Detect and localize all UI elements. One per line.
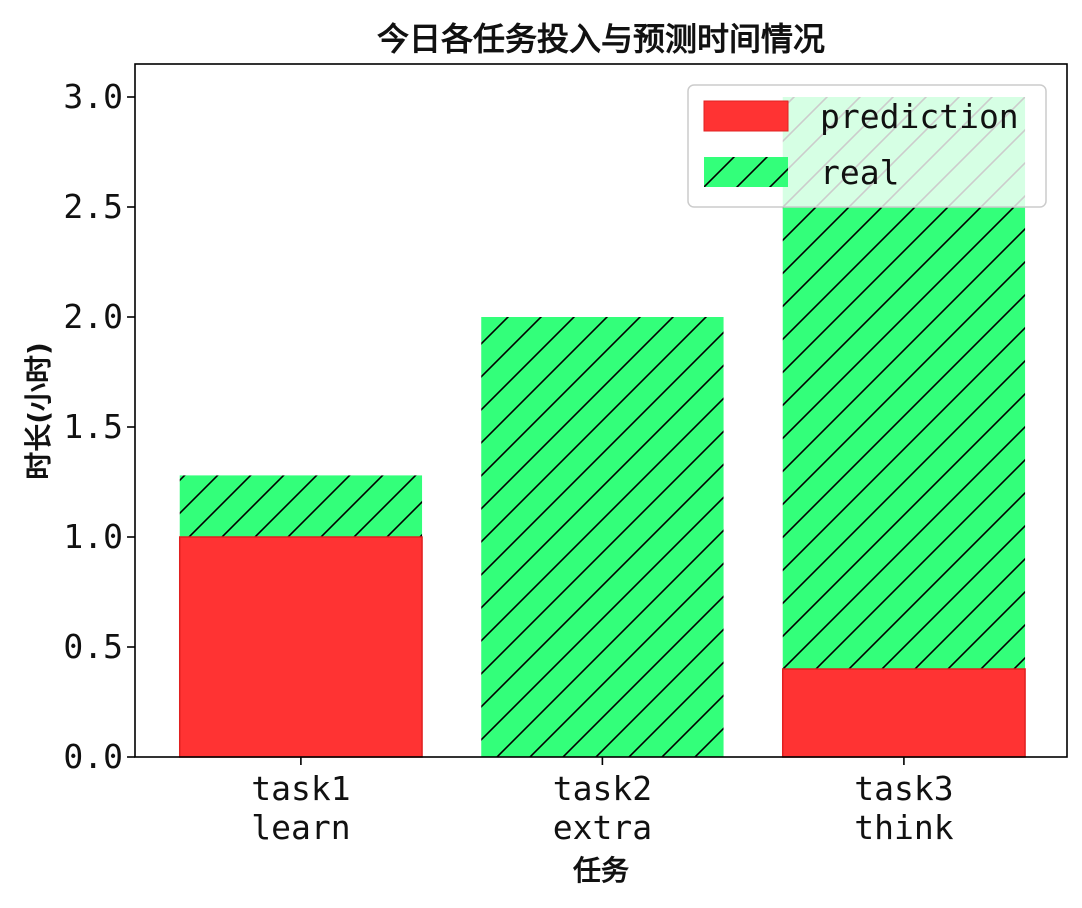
bar-real-2 [481,317,724,757]
legend-swatch-prediction [703,100,789,132]
bar-prediction-3 [781,668,1026,758]
legend: prediction real [687,84,1047,208]
y-tick-label: 1.0 [63,517,123,556]
y-tick-label: 3.0 [63,77,123,116]
x-tick-label: task2 [553,769,652,808]
chart-title: 今日各任务投入与预测时间情况 [377,20,825,58]
legend-label-prediction: prediction [820,97,1019,136]
y-axis-label: 时长(小时) [22,342,55,480]
legend-swatch-real [704,157,788,187]
y-tick-label: 2.0 [63,297,123,336]
x-tick-label: task3 [854,769,953,808]
x-tick-label: task1 [251,769,350,808]
x-tick-label: think [854,808,953,847]
y-axis: 0.0 0.5 1.0 1.5 2.0 2.5 3.0 [63,77,135,776]
y-tick-label: 2.5 [63,187,123,226]
legend-label-real: real [820,153,899,192]
x-tick-label: learn [251,808,350,847]
x-axis-label: 任务 [572,854,629,887]
bar-prediction-1 [178,536,423,758]
plot-frame [134,63,1068,758]
y-tick-label: 0.5 [63,627,123,666]
x-tick-label: extra [553,808,652,847]
y-tick-label: 1.5 [63,407,123,446]
y-tick-label: 0.0 [63,737,123,776]
